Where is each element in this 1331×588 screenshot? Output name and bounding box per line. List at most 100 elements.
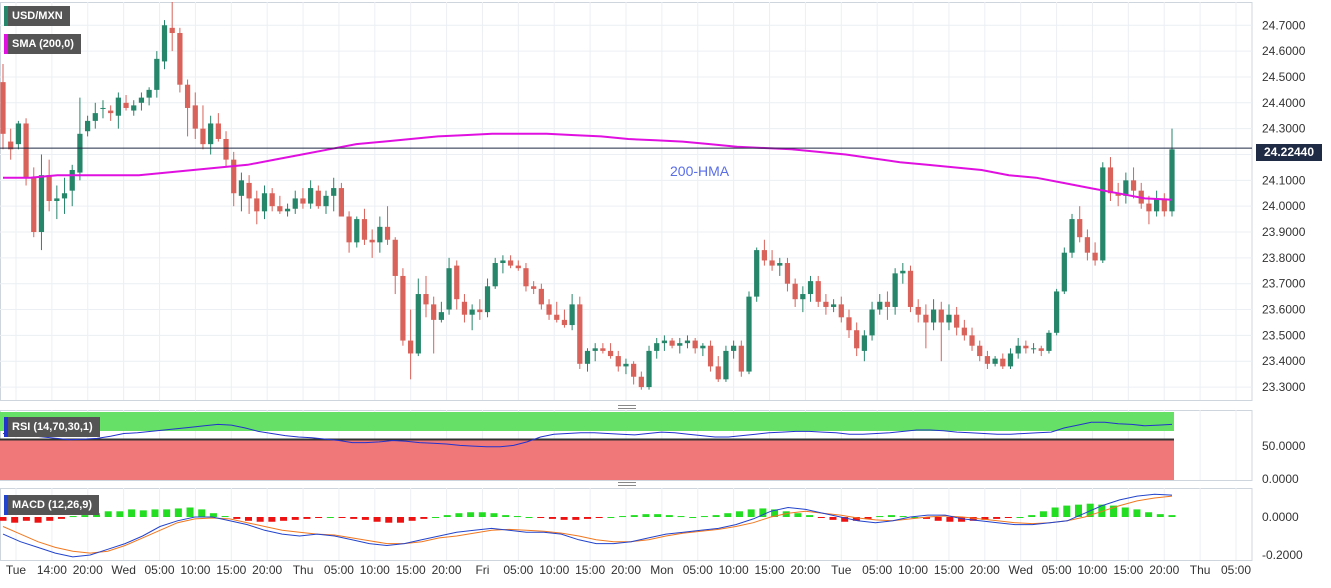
macd-histogram-bar (256, 517, 264, 522)
candle (854, 322, 860, 357)
y-tick-label: 24.5000 (1262, 70, 1306, 84)
candle (46, 159, 52, 212)
candle (961, 319, 967, 341)
macd-histogram-bar (1110, 505, 1118, 517)
x-tick-label: 15:00 (396, 563, 426, 577)
candle-body (892, 273, 898, 307)
x-tick-label: Wed (111, 563, 135, 577)
y-tick-label: 23.6000 (1262, 303, 1306, 317)
x-tick-label: 05:00 (862, 563, 892, 577)
macd-histogram-bar (303, 517, 311, 519)
candle (623, 358, 629, 375)
candle (369, 229, 375, 258)
candle-body (261, 193, 268, 212)
candle (923, 304, 929, 349)
symbol-label: USD/MXN (12, 10, 63, 22)
macd-histogram-bar (104, 511, 112, 517)
candle (400, 268, 406, 346)
candle (384, 206, 391, 245)
candle-body (631, 363, 637, 377)
sma-legend[interactable]: SMA (200,0) (4, 34, 81, 54)
candle (892, 268, 898, 315)
candle-body (246, 182, 252, 199)
candle-body (707, 345, 714, 367)
candle (838, 296, 844, 323)
candle (484, 278, 491, 318)
candle (661, 335, 668, 351)
macd-histogram-bar (771, 509, 779, 517)
candle-body (0, 82, 6, 134)
macd-histogram-bar (151, 509, 159, 517)
macd-histogram-bar (759, 508, 767, 517)
macd-histogram-bar (548, 517, 556, 519)
x-tick-label: 20:00 (1149, 563, 1179, 577)
macd-histogram-bar (665, 515, 673, 517)
candle-body (331, 188, 337, 196)
candle-body (1000, 358, 1006, 367)
candle (223, 131, 229, 168)
rsi-legend[interactable]: RSI (14,70,30,1) (4, 417, 100, 437)
candle-body (269, 193, 275, 207)
candle-body (846, 317, 852, 331)
candle-body (884, 301, 891, 307)
candle (1061, 247, 1067, 295)
candle (538, 283, 544, 310)
x-tick-label: 15:00 (216, 563, 246, 577)
candle-body (692, 340, 698, 349)
candle-body (561, 319, 568, 326)
x-tick-label: 15:00 (575, 563, 605, 577)
macd-histogram-bar (57, 517, 65, 519)
candle (15, 120, 21, 150)
candle (761, 239, 768, 266)
panel-resize-handle-macd[interactable] (618, 482, 636, 486)
symbol-legend[interactable]: USD/MXN (4, 6, 70, 26)
candle (1107, 157, 1114, 201)
candle (792, 278, 798, 307)
candle-body (792, 283, 798, 300)
candle (569, 294, 575, 331)
macd-histogram-bar (11, 517, 19, 523)
macd-histogram-bar (490, 513, 498, 517)
candle-body (569, 304, 575, 326)
macd-legend[interactable]: MACD (12,26,9) (4, 495, 100, 515)
rsi-label: RSI (14,70,30,1) (12, 421, 93, 433)
candle (900, 263, 906, 284)
candle-body (223, 138, 229, 160)
candle-body (1015, 345, 1021, 354)
candle (577, 296, 583, 369)
candle-body (69, 169, 75, 191)
candle (331, 177, 337, 212)
candle-body (100, 107, 106, 109)
x-tick-label: 15:00 (755, 563, 785, 577)
candle-body (8, 141, 14, 150)
candle-body (1007, 353, 1014, 367)
candle-body (777, 263, 783, 266)
candle-body (469, 309, 475, 315)
candle (61, 177, 68, 214)
macd-histogram-bar (1168, 515, 1176, 517)
candle-body (784, 263, 791, 284)
panel-resize-handle-rsi[interactable] (618, 405, 636, 409)
candle (700, 343, 706, 357)
candle (1146, 195, 1152, 225)
macd-histogram-bar (677, 516, 685, 518)
rsi-overbought-zone (0, 412, 1174, 431)
y-tick-label: 24.1000 (1262, 173, 1306, 187)
candle-body (315, 190, 321, 207)
candle (1130, 167, 1137, 199)
macd-histogram-bar (642, 514, 650, 517)
candle-body (192, 105, 198, 129)
candle-body (1038, 348, 1044, 351)
candle (684, 335, 691, 349)
candle-body (961, 327, 967, 336)
candle-body (292, 198, 298, 209)
candle-body (915, 306, 921, 315)
y-tick-label: 23.7000 (1262, 277, 1306, 291)
hma-annotation: 200-HMA (670, 163, 730, 179)
candle (238, 172, 245, 212)
candle-body (184, 84, 191, 108)
candle (769, 250, 775, 271)
macd-histogram-bar (513, 516, 521, 518)
candle (100, 100, 106, 119)
